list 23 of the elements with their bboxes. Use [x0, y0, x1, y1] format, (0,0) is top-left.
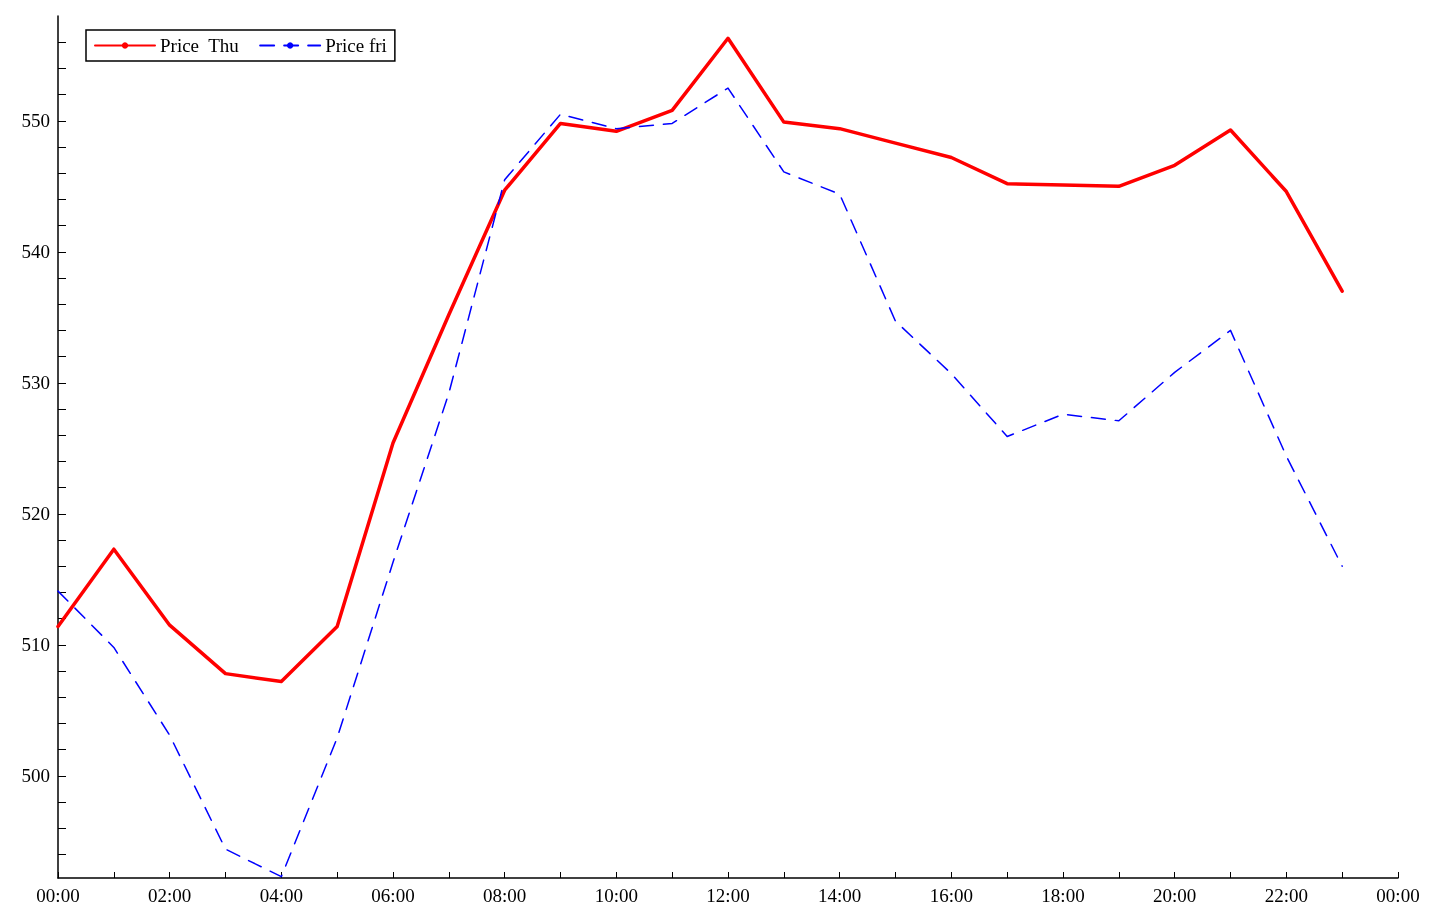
line-series — [57, 87, 1343, 878]
legend-label: Price Thu — [160, 35, 240, 56]
x-tick-label: 08:00 — [483, 885, 527, 906]
y-tick-label: 550 — [21, 110, 50, 132]
y-tick-label: 510 — [21, 634, 50, 656]
x-tick-label: 00:00 — [1376, 885, 1420, 906]
y-tick-label: 500 — [21, 765, 50, 787]
x-tick-label: 22:00 — [1264, 885, 1308, 906]
y-tick-label: 530 — [21, 372, 50, 394]
x-tick-label: 02:00 — [148, 885, 192, 906]
x-tick-label: 16:00 — [929, 885, 973, 906]
line-series — [56, 36, 1344, 684]
y-tick-label: 520 — [21, 503, 50, 525]
x-tick-label: 18:00 — [1041, 885, 1085, 906]
x-tick-label: 12:00 — [706, 885, 750, 906]
x-tick-label: 06:00 — [371, 885, 415, 906]
x-tick-label: 20:00 — [1153, 885, 1197, 906]
x-tick-label: 04:00 — [259, 885, 303, 906]
legend-label: Price fri — [325, 35, 387, 56]
x-tick-label: 10:00 — [594, 885, 638, 906]
y-tick-label: 540 — [21, 241, 50, 263]
x-tick-label: 00:00 — [36, 885, 80, 906]
x-tick-label: 14:00 — [818, 885, 862, 906]
